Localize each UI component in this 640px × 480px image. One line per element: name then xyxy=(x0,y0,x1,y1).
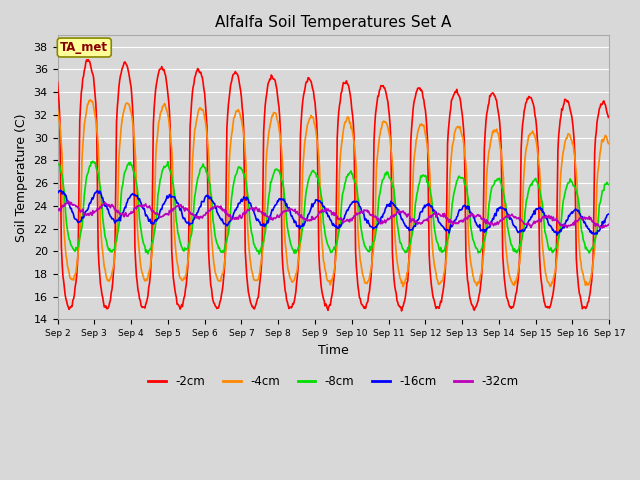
-2cm xyxy=(418,87,426,93)
-2cm xyxy=(84,57,92,62)
-8cm xyxy=(89,158,97,164)
-2cm xyxy=(206,273,214,278)
-16cm xyxy=(54,189,61,195)
-4cm xyxy=(399,284,407,289)
-32cm xyxy=(417,221,424,227)
-32cm xyxy=(605,222,612,228)
X-axis label: Time: Time xyxy=(318,344,349,357)
Line: -4cm: -4cm xyxy=(58,100,609,287)
Line: -32cm: -32cm xyxy=(58,201,609,228)
-2cm xyxy=(401,294,409,300)
-16cm xyxy=(57,187,65,193)
-8cm xyxy=(605,181,612,187)
-8cm xyxy=(206,182,214,188)
-16cm xyxy=(401,221,408,227)
Line: -2cm: -2cm xyxy=(58,60,609,311)
-2cm xyxy=(397,308,405,314)
-4cm xyxy=(63,264,71,269)
-4cm xyxy=(86,97,94,103)
-32cm xyxy=(121,211,129,217)
-2cm xyxy=(177,304,185,310)
-8cm xyxy=(177,242,185,248)
-4cm xyxy=(401,276,409,282)
-4cm xyxy=(418,121,426,127)
-32cm xyxy=(401,211,408,217)
-4cm xyxy=(177,275,185,281)
-32cm xyxy=(63,199,71,205)
-2cm xyxy=(605,114,612,120)
Line: -8cm: -8cm xyxy=(58,161,609,254)
-32cm xyxy=(598,225,606,231)
-8cm xyxy=(255,251,263,257)
Y-axis label: Soil Temperature (C): Soil Temperature (C) xyxy=(15,113,28,241)
-4cm xyxy=(206,192,214,198)
-16cm xyxy=(65,200,72,205)
-8cm xyxy=(54,162,61,168)
-2cm xyxy=(121,59,129,65)
-8cm xyxy=(401,250,409,255)
-16cm xyxy=(121,204,129,210)
-8cm xyxy=(418,174,426,180)
-16cm xyxy=(177,206,185,212)
-16cm xyxy=(417,209,424,215)
-8cm xyxy=(63,228,71,233)
-4cm xyxy=(121,104,129,109)
-2cm xyxy=(54,79,61,85)
-32cm xyxy=(177,202,185,207)
-16cm xyxy=(206,194,214,200)
-2cm xyxy=(63,302,71,308)
-8cm xyxy=(121,169,129,175)
-4cm xyxy=(54,107,61,113)
Legend: -2cm, -4cm, -8cm, -16cm, -32cm: -2cm, -4cm, -8cm, -16cm, -32cm xyxy=(143,371,523,393)
-32cm xyxy=(206,208,214,214)
-4cm xyxy=(605,141,612,146)
-32cm xyxy=(54,205,61,211)
Line: -16cm: -16cm xyxy=(58,190,609,235)
-16cm xyxy=(605,211,612,217)
-16cm xyxy=(554,232,561,238)
-32cm xyxy=(65,198,72,204)
Text: TA_met: TA_met xyxy=(60,41,108,54)
Title: Alfalfa Soil Temperatures Set A: Alfalfa Soil Temperatures Set A xyxy=(215,15,452,30)
